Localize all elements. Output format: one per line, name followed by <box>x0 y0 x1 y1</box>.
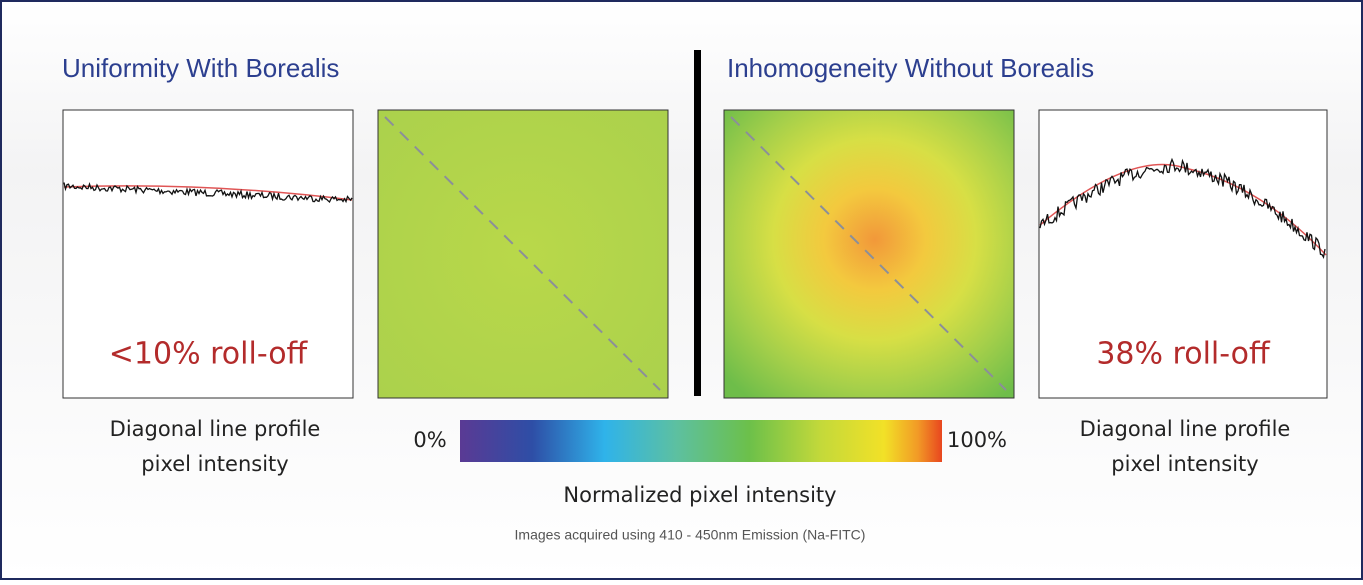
divider <box>694 50 701 396</box>
figure: Uniformity With Borealis Inhomogeneity W… <box>0 0 1363 580</box>
right-title: Inhomogeneity Without Borealis <box>727 53 1094 83</box>
rolloff-label: 38% roll-off <box>1096 337 1271 372</box>
page: Uniformity With Borealis Inhomogeneity W… <box>0 0 1363 580</box>
colorbar-max: 100% <box>947 428 1007 452</box>
colorbar <box>460 420 942 462</box>
colorbar-label: Normalized pixel intensity <box>563 483 836 507</box>
caption: Diagonal line profile <box>1080 417 1291 441</box>
caption: Diagonal line profile <box>110 417 321 441</box>
caption: pixel intensity <box>1111 452 1258 476</box>
colorbar-min: 0% <box>413 428 446 452</box>
footnote: Images acquired using 410 - 450nm Emissi… <box>515 527 866 543</box>
left-title: Uniformity With Borealis <box>62 53 339 83</box>
rolloff-label: <10% roll-off <box>109 337 309 372</box>
caption: pixel intensity <box>141 452 288 476</box>
